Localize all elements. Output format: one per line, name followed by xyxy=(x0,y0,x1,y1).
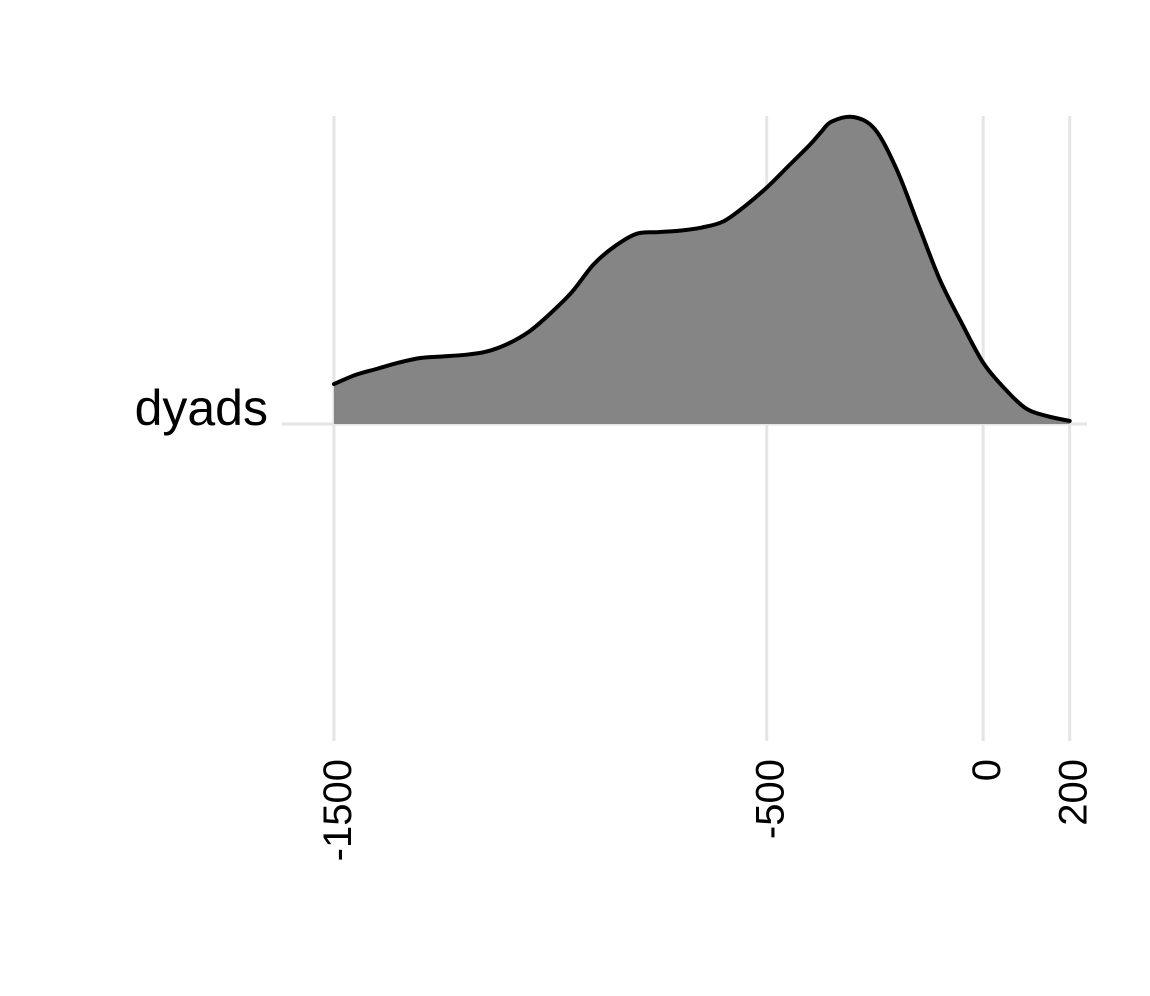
y-category-label: dyads xyxy=(135,380,268,436)
x-tick-label-0: 0 xyxy=(965,759,1009,781)
axis-layer: -1500 -500 0 200 xyxy=(316,759,1096,861)
density-outline xyxy=(331,114,1072,423)
x-tick-label--1500: -1500 xyxy=(316,759,360,861)
x-tick-label-200: 200 xyxy=(1052,759,1096,826)
density-area xyxy=(333,116,1070,425)
x-tick-label--500: -500 xyxy=(749,759,793,839)
grid-layer xyxy=(282,116,1087,741)
series-layer xyxy=(331,114,1072,425)
